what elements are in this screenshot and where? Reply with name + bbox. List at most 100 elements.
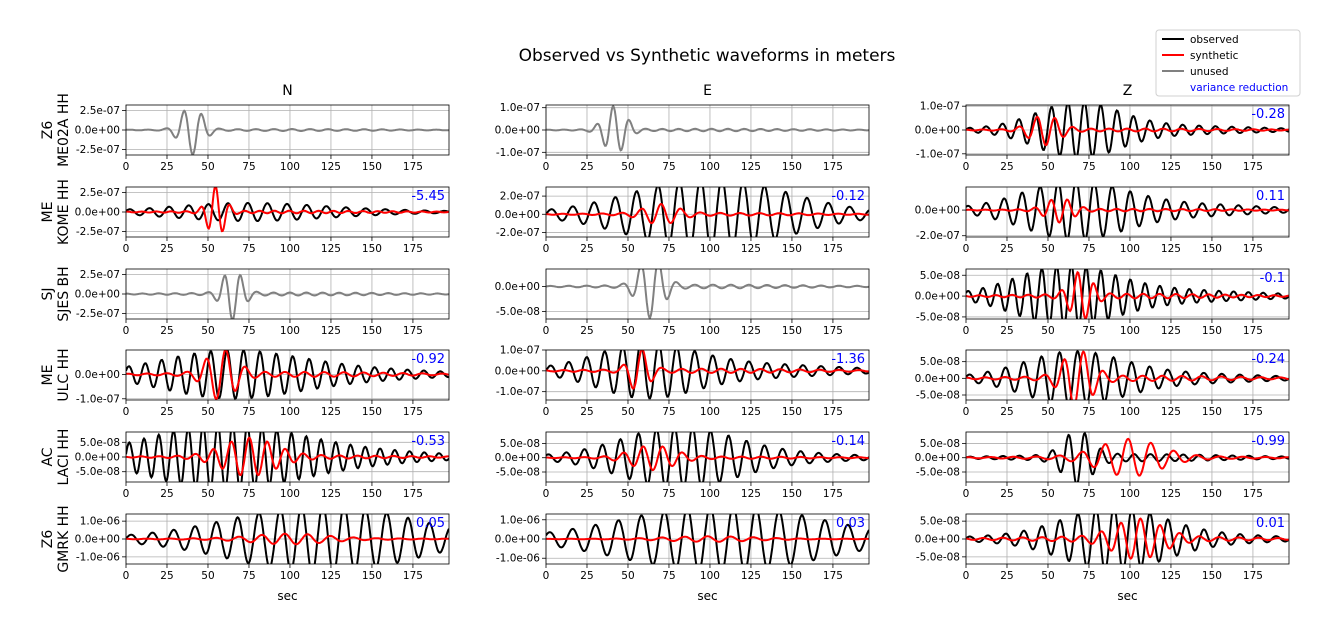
x-tick-label: 25 [160, 406, 173, 418]
x-tick-label: 125 [321, 243, 341, 255]
legend-entry: synthetic [1190, 50, 1239, 62]
x-tick-label: 100 [280, 488, 300, 500]
x-tick-label: 0 [123, 243, 130, 255]
x-tick-label: 75 [1082, 488, 1095, 500]
x-tick-label: 50 [621, 488, 634, 500]
panel-frame [965, 431, 1290, 483]
x-tick-label: 100 [280, 243, 300, 255]
y-tick-label: 0.0e+00 [75, 534, 120, 546]
y-tick-label: 5.0e-08 [920, 270, 960, 282]
x-tick-label: 0 [963, 488, 970, 500]
x-tick-label: 0 [963, 406, 970, 418]
y-tick-label: -2.5e-07 [76, 226, 120, 238]
synthetic-trace [546, 445, 869, 472]
x-tick-label: 25 [580, 161, 593, 173]
panel-0-e: 0 25 50 75 100 125 150 175 1.0e-07 0.0e+00 -1.0e-0… [495, 102, 870, 173]
x-tick-label: 175 [1243, 406, 1263, 418]
y-tick-label: 1.0e-06 [500, 514, 541, 526]
y-tick-label: 0.0e+00 [495, 125, 540, 137]
x-tick-label: 25 [160, 570, 173, 582]
y-tick-label: 5.0e-08 [920, 356, 960, 368]
y-tick-label: 5.0e-08 [920, 516, 960, 528]
y-tick-label: 5.0e-08 [80, 437, 120, 449]
x-axis-label: sec [1117, 589, 1137, 603]
x-tick-label: 50 [201, 406, 214, 418]
legend: observed synthetic unused variance reductio… [1155, 29, 1301, 97]
x-tick-label: 150 [362, 243, 382, 255]
synthetic-trace [966, 350, 1289, 400]
x-tick-label: 0 [963, 243, 970, 255]
x-tick-label: 25 [1000, 406, 1013, 418]
x-tick-label: 50 [621, 570, 634, 582]
variance-reduction-label: -0.12 [831, 189, 865, 204]
x-tick-label: 0 [123, 570, 130, 582]
variance-reduction-label: 0.05 [416, 516, 445, 531]
x-tick-label: 150 [782, 325, 802, 337]
y-tick-label: 0.0e+00 [75, 289, 120, 301]
x-tick-label: 75 [242, 161, 255, 173]
x-tick-label: 75 [242, 488, 255, 500]
x-tick-label: 150 [1202, 325, 1222, 337]
y-tick-label: 0.0e+00 [915, 205, 960, 217]
y-tick-label: -1.0e-07 [76, 393, 120, 405]
x-tick-label: 25 [160, 488, 173, 500]
x-tick-label: 50 [201, 161, 214, 173]
x-tick-label: 125 [321, 570, 341, 582]
y-tick-label: 0.0e+00 [75, 125, 120, 137]
synthetic-trace [966, 270, 1289, 319]
x-tick-label: 175 [823, 161, 843, 173]
x-tick-label: 25 [580, 243, 593, 255]
variance-reduction-label: -0.53 [411, 434, 445, 449]
y-tick-label: 1.0e-07 [500, 102, 540, 114]
x-axis-label: sec [697, 589, 717, 603]
legend-box [1155, 29, 1301, 97]
y-tick-label: 0.0e+00 [495, 534, 540, 546]
panel-0-n: 0 25 50 75 100 125 150 175 2.5e-07 0.0e+00 -2.5e-0… [75, 104, 450, 173]
station-label-line: Z6 [40, 121, 56, 140]
x-tick-label: 75 [662, 161, 675, 173]
x-tick-label: 25 [160, 243, 173, 255]
x-tick-label: 175 [823, 570, 843, 582]
x-tick-label: 50 [621, 406, 634, 418]
y-tick-label: 5.0e-08 [500, 438, 540, 450]
x-tick-label: 25 [1000, 243, 1013, 255]
panel-1-n: 0 25 50 75 100 125 150 175 2.5e-07 0.0e+00 -2.5e-0… [75, 186, 450, 255]
x-tick-label: 125 [321, 161, 341, 173]
x-tick-label: 150 [362, 325, 382, 337]
y-tick-label: 1.0e-06 [80, 516, 121, 528]
x-tick-label: 150 [362, 570, 382, 582]
observed-trace [126, 350, 449, 400]
panel-frame [965, 349, 1290, 401]
x-tick-label: 125 [741, 243, 761, 255]
x-tick-label: 150 [1202, 488, 1222, 500]
y-tick-label: 0.0e+00 [495, 281, 540, 293]
panel-4-e: 0 25 50 75 100 125 150 175 5.0e-08 0.0e+00 -5.0e-0… [495, 431, 870, 500]
x-tick-label: 100 [700, 325, 720, 337]
x-tick-label: 125 [741, 406, 761, 418]
panel-3-e: 0 25 50 75 100 125 150 175 1.0e-07 0.0e+00 -1.0e-0… [495, 345, 870, 418]
x-tick-label: 0 [543, 243, 550, 255]
x-axis-label: sec [277, 589, 297, 603]
x-tick-label: 100 [1120, 406, 1140, 418]
x-tick-label: 0 [123, 406, 130, 418]
x-tick-label: 125 [1161, 243, 1181, 255]
variance-reduction-label: 0.03 [836, 516, 865, 531]
x-tick-label: 175 [403, 570, 423, 582]
legend-entry: variance reduction [1190, 82, 1288, 94]
observed-trace [546, 187, 869, 237]
x-tick-label: 125 [1161, 570, 1181, 582]
x-tick-label: 75 [242, 406, 255, 418]
synthetic-trace [966, 198, 1289, 224]
y-tick-label: 0.0e+00 [75, 452, 120, 464]
y-tick-label: 5.0e-08 [920, 438, 960, 450]
station-label: ACLACI HH [40, 429, 72, 486]
station-label: SJSJES BH [40, 266, 72, 321]
variance-reduction-label: 0.01 [1256, 516, 1285, 531]
x-tick-label: 75 [242, 570, 255, 582]
y-tick-label: -2.5e-07 [76, 144, 120, 156]
x-tick-label: 150 [362, 161, 382, 173]
x-tick-label: 50 [621, 161, 634, 173]
synthetic-trace [126, 532, 449, 546]
x-tick-label: 150 [1202, 406, 1222, 418]
